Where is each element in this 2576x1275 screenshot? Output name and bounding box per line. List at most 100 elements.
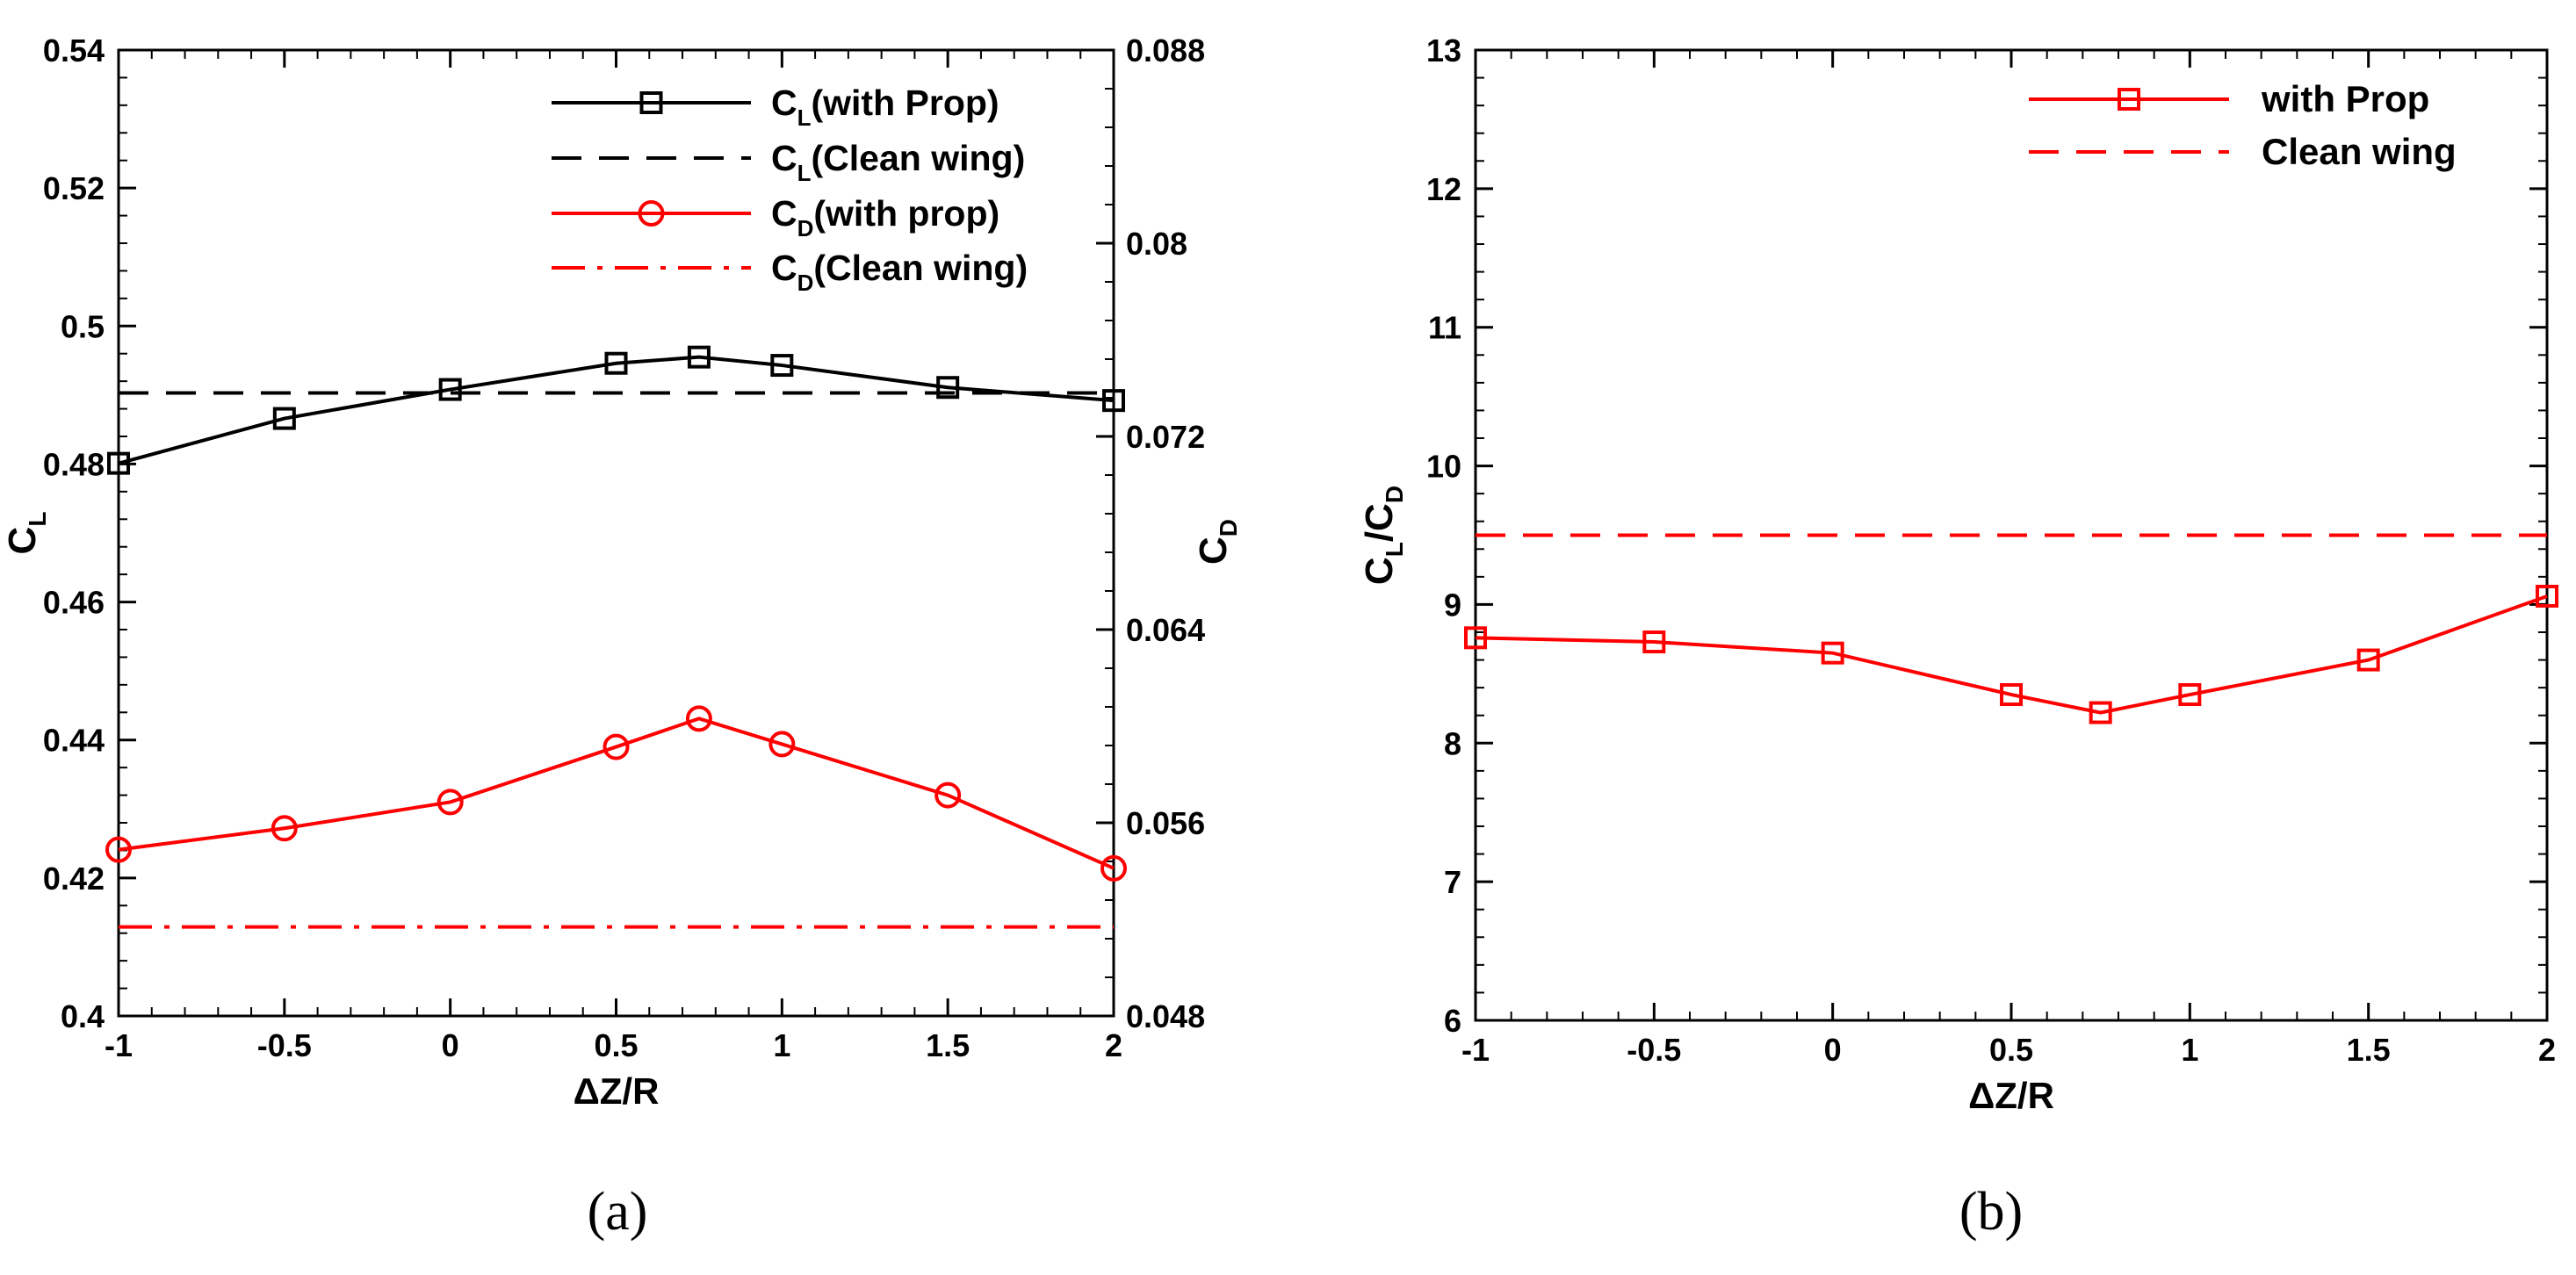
y-right-tick-label: 0.064	[1126, 612, 1205, 648]
data-point	[2178, 683, 2202, 707]
legend-rest: (with Prop)	[812, 83, 999, 123]
data-point	[437, 789, 464, 816]
legend-sub: L	[797, 104, 812, 131]
data-point	[936, 376, 960, 400]
data-point	[604, 351, 628, 375]
data-point	[271, 815, 298, 842]
data-point	[603, 733, 630, 760]
data-point	[2536, 584, 2558, 608]
data-point	[105, 836, 132, 863]
legend-rest: (Clean wing)	[813, 248, 1028, 288]
x-tick-label: 0.5	[1989, 1032, 2033, 1068]
y-tick-label: 7	[1444, 864, 1461, 900]
legend-marker	[638, 200, 665, 227]
chart-panel-1: -1 -0.5 0 0.5 1 1.5 2 0.4 0.42 0.44 0.46 0.48 0.5 0.5…	[1, 32, 1242, 1242]
legend-label: CD(Clean wing)	[771, 248, 1028, 296]
legend-main: C	[771, 248, 797, 288]
data-point	[1821, 641, 1844, 665]
y-label-sub: L	[1381, 542, 1408, 557]
series-1	[107, 345, 1125, 475]
x-tick-label: 0	[442, 1027, 459, 1063]
x-tick-label: 0.5	[594, 1027, 638, 1063]
data-point	[438, 378, 462, 401]
y-tick-label: 13	[1426, 32, 1461, 68]
y-tick-label: 12	[1426, 171, 1461, 207]
legend-marker	[2118, 88, 2140, 111]
legend-rest: (Clean wing)	[812, 138, 1026, 178]
data-point	[685, 705, 712, 732]
legend-label: Clean wing	[2262, 131, 2457, 172]
panel-label: (a)	[588, 1182, 648, 1242]
legend-label: CD(with prop)	[771, 193, 999, 241]
y-tick-label: 0.46	[43, 585, 105, 621]
y-label-sub2: D	[1381, 486, 1408, 503]
legend-sub: L	[797, 160, 812, 186]
y-tick-label: 10	[1426, 449, 1461, 485]
x-tick-label: -0.5	[1627, 1032, 1681, 1068]
data-point	[770, 354, 794, 378]
legend-label: with Prop	[2261, 78, 2429, 119]
y-label-sub: L	[24, 512, 51, 527]
y-right-tick-label: 0.048	[1126, 998, 1205, 1034]
data-point	[1102, 389, 1125, 413]
legend-main: C	[771, 193, 797, 234]
data-point	[2000, 683, 2023, 707]
y-right-label-main: C	[1192, 537, 1235, 565]
x-tick-label: -0.5	[257, 1027, 312, 1063]
series-3	[105, 705, 1127, 882]
series-line	[118, 717, 1115, 870]
x-axis-label: ΔZ/R	[574, 1070, 660, 1112]
x-tick-label: 1	[2181, 1032, 2198, 1068]
y-tick-label: 0.52	[43, 170, 105, 206]
legend-label: CL(with Prop)	[771, 83, 999, 131]
y-tick-label: 0.44	[43, 723, 105, 759]
legend: CL(with Prop)CL(Clean wing)CD(with prop)…	[552, 83, 1028, 296]
series-line	[118, 355, 1115, 465]
series-1	[1464, 584, 2558, 724]
y-label-main: C	[1358, 557, 1401, 585]
legend-marker	[639, 91, 663, 114]
y-right-tick-label: 0.056	[1126, 805, 1205, 841]
series-line	[1475, 594, 2548, 715]
y-tick-label: 0.48	[43, 446, 105, 482]
y-tick-label: 11	[1428, 310, 1461, 346]
data-point	[2356, 648, 2380, 672]
x-tick-label: 1	[773, 1027, 790, 1063]
x-tick-label: 2	[1105, 1027, 1122, 1063]
x-tick-label: 1.5	[2347, 1032, 2391, 1068]
legend-main: C	[771, 138, 797, 178]
y-tick-label: 8	[1444, 725, 1461, 761]
data-point	[1464, 626, 1487, 650]
y-tick-label: 0.5	[61, 308, 105, 344]
data-point	[1642, 630, 1666, 654]
legend-main: C	[771, 83, 797, 123]
y-tick-label: 9	[1444, 587, 1461, 623]
data-point	[768, 731, 796, 758]
legend-rest: (with prop)	[813, 193, 999, 234]
x-tick-label: -1	[1461, 1032, 1490, 1068]
y-axis-label: CL	[1, 512, 51, 555]
y-right-tick-label: 0.072	[1126, 419, 1205, 455]
chart-panel-2: -1 -0.5 0 0.5 1 1.5 2678910111213ΔZ/RCL/CDwith…	[1358, 32, 2558, 1242]
legend-sub: D	[797, 270, 814, 296]
data-point	[687, 345, 711, 369]
x-tick-label: 0	[1824, 1032, 1842, 1068]
y-axis-label: CL/CD	[1358, 486, 1408, 585]
y-tick-label: 0.42	[43, 861, 105, 897]
y-tick-label: 6	[1444, 1003, 1461, 1039]
y-right-tick-label: 0.08	[1126, 226, 1187, 262]
x-tick-label: 2	[2538, 1032, 2556, 1068]
x-tick-label: -1	[105, 1027, 133, 1063]
y-right-tick-label: 0.088	[1126, 32, 1205, 68]
data-point	[107, 451, 130, 475]
data-point	[272, 407, 296, 430]
y-right-label-sub: D	[1215, 519, 1242, 537]
y-right-axis-label: CD	[1192, 519, 1242, 565]
data-point	[2089, 701, 2112, 724]
x-tick-label: 1.5	[926, 1027, 970, 1063]
y-tick-label: 0.4	[61, 998, 105, 1034]
y-label-mid: /C	[1358, 503, 1401, 542]
y-label-main: C	[1, 527, 44, 555]
y-tick-label: 0.54	[43, 32, 105, 68]
